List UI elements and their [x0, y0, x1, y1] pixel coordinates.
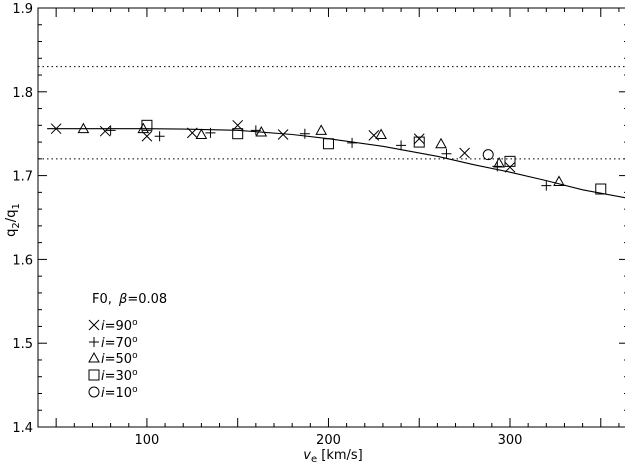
x-tick-label: 300 — [498, 433, 523, 448]
fit-curve — [47, 128, 625, 199]
data-point-x — [504, 161, 516, 173]
data-point-plus — [541, 180, 552, 191]
y-axis-label-slash: /q — [4, 210, 19, 223]
legend-item-i30: i=30o — [88, 368, 138, 384]
plot-frame — [37, 7, 625, 428]
legend-symbol-plus — [89, 337, 99, 347]
y-tick-label: 1.8 — [12, 86, 33, 101]
legend-i90-i: i — [101, 319, 105, 334]
x-axis-label-unit: [km/s] — [317, 448, 363, 463]
reference-lines — [38, 66, 625, 160]
legend-item-i90: i=90o — [88, 318, 138, 334]
data-point-x — [186, 127, 198, 139]
y-tick-label: 1.7 — [12, 170, 33, 185]
legend-i70-val: =70 — [105, 336, 132, 351]
legend-i70-deg: o — [132, 335, 138, 345]
legend-label-i10: i=10o — [101, 385, 138, 401]
data-point-x — [99, 125, 111, 137]
data-point-square — [413, 136, 425, 148]
x-axis-label-v: v — [303, 448, 311, 463]
data-point-triangle — [553, 175, 565, 186]
data-point-square — [322, 138, 334, 150]
legend-label-i90: i=90o — [101, 318, 138, 334]
y-tick-label: 1.6 — [12, 253, 33, 268]
data-point-plus — [299, 128, 310, 139]
x-tick-label: 200 — [316, 433, 341, 448]
legend-marker-circle — [88, 386, 100, 398]
x-tick-label: 100 — [135, 433, 160, 448]
data-point-plus — [441, 148, 452, 159]
data-point-triangle — [77, 122, 90, 134]
data-point-x — [413, 133, 425, 145]
data-point-circle — [482, 149, 494, 161]
data-point-square — [232, 128, 244, 140]
data-point-triangle — [435, 137, 447, 149]
data-point-square — [504, 155, 516, 167]
legend-i50-deg: o — [132, 351, 138, 361]
legend-i10-deg: o — [132, 385, 138, 395]
data-point-triangle — [315, 124, 328, 135]
y-axis-label: q2/q1 — [4, 203, 22, 237]
legend-marker-triangle — [88, 351, 100, 363]
legend-i10-i: i — [101, 386, 105, 401]
legend-item-i10: i=10o — [88, 385, 138, 401]
data-point-plus — [154, 131, 165, 142]
data-point-triangle — [137, 122, 150, 134]
y-axis-label-sub2: 2 — [11, 222, 22, 228]
x-axis-label: ve [km/s] — [303, 448, 362, 465]
y-axis-label-sub1: 1 — [11, 203, 22, 209]
data-point-square — [595, 183, 607, 195]
legend-label-i70: i=70o — [101, 335, 138, 351]
legend-marker-square — [88, 369, 100, 381]
legend-i70-i: i — [101, 336, 105, 351]
y-tick-label: 1.4 — [12, 421, 33, 436]
legend-symbol-triangle — [88, 351, 100, 363]
legend-i30-i: i — [101, 369, 105, 384]
data-point-plus — [396, 140, 407, 151]
legend-i10-val: =10 — [105, 386, 132, 401]
legend-i90-val: =90 — [105, 319, 132, 334]
legend-marker-x — [88, 319, 100, 331]
x-axis-label-sub: e — [311, 454, 317, 465]
y-tick-label: 1.9 — [12, 2, 33, 17]
axis-ticks: 100 200 300 1.4 1.5 1.6 1.7 1.8 1.9 — [12, 2, 625, 448]
data-point-triangle — [375, 128, 387, 140]
model-name: F0, — [92, 292, 112, 307]
data-point-plus — [347, 137, 358, 148]
data-point-square — [141, 119, 153, 131]
fit-curve-layer — [47, 128, 625, 199]
legend-i90-deg: o — [132, 318, 138, 328]
legend: i=90o i=70o i=50o i=30o i=10o — [88, 318, 138, 401]
data-point-triangle — [255, 125, 268, 137]
legend-item-i50: i=50o — [88, 351, 138, 367]
legend-symbol-x — [88, 319, 100, 331]
y-tick-label: 1.5 — [12, 337, 33, 352]
legend-i30-val: =30 — [105, 369, 132, 384]
legend-label-i30: i=30o — [101, 368, 138, 384]
legend-label-i50: i=50o — [101, 351, 138, 367]
data-point-triangle — [493, 157, 505, 168]
legend-marker-plus — [89, 337, 99, 347]
legend-i50-i: i — [101, 352, 105, 367]
beta-symbol: β — [118, 292, 127, 307]
data-point-triangle — [195, 128, 208, 140]
data-point-x — [459, 147, 470, 159]
y-axis-label-q2: q — [4, 229, 19, 237]
beta-value: =0.08 — [127, 292, 167, 307]
model-annotation: F0, β=0.08 — [92, 292, 167, 307]
data-point-plus — [105, 125, 116, 136]
data-point-x — [50, 123, 62, 135]
legend-i30-deg: o — [132, 368, 138, 378]
legend-symbol-square — [88, 369, 100, 381]
legend-item-i70: i=70o — [89, 335, 138, 351]
legend-symbol-circle — [88, 386, 100, 398]
legend-i50-val: =50 — [105, 352, 132, 367]
data-points — [50, 119, 607, 195]
data-point-plus — [205, 127, 216, 138]
data-point-x — [277, 129, 289, 140]
